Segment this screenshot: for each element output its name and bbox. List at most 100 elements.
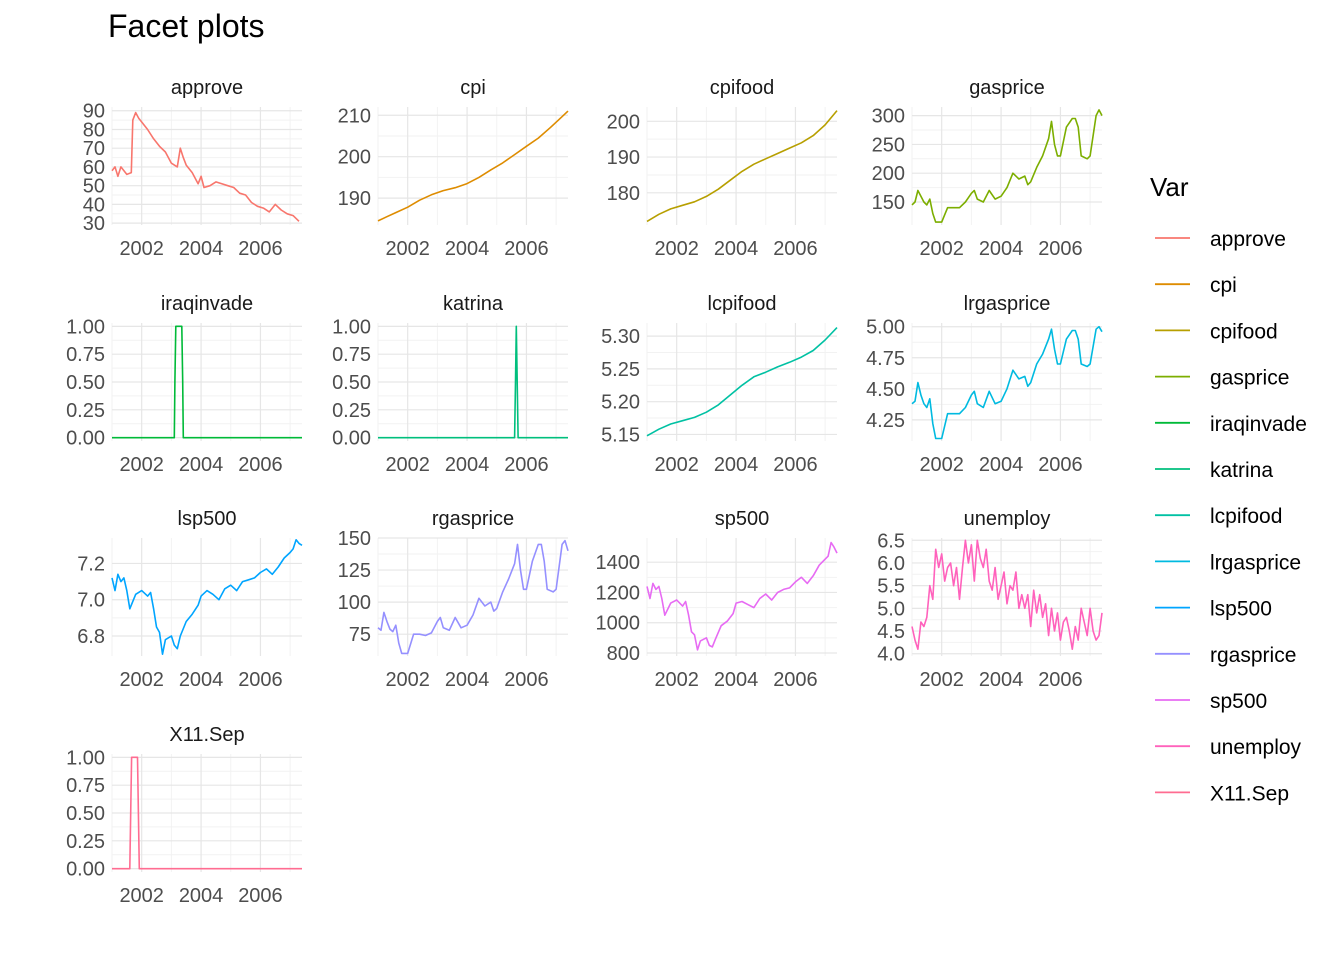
y-tick-label: 5.20 — [601, 392, 640, 414]
legend-item: unemploy — [1155, 736, 1302, 759]
facet-title: lsp500 — [178, 508, 237, 530]
series-line — [377, 110, 569, 222]
series-line — [378, 325, 568, 439]
y-tick-label: 0.75 — [66, 775, 105, 797]
facet-lrgasprice: 2002 2004 2006 4.25 4.50 4.75 5.00 lrgasprice — [866, 293, 1103, 476]
legend-item: sp500 — [1155, 690, 1267, 713]
y-tick-label: 30 — [83, 213, 105, 235]
legend-item: approve — [1155, 228, 1286, 251]
y-tick-label: 50 — [83, 176, 105, 198]
y-tick-label: 0.50 — [66, 372, 105, 394]
y-tick-label: 80 — [83, 119, 105, 141]
facet-gasprice: 2002 2004 2006 150 200 250 300 gasprice — [872, 77, 1103, 260]
legend-item: gasprice — [1155, 367, 1289, 390]
series-line — [911, 109, 1103, 223]
y-tick-label: 90 — [83, 101, 105, 123]
x-tick-label: 2002 — [385, 238, 430, 260]
series-line — [111, 111, 300, 222]
x-tick-label: 2004 — [979, 454, 1024, 476]
legend-item: cpi — [1155, 274, 1237, 297]
facet-title: gasprice — [969, 77, 1045, 99]
legend: Var approve cpi cpifood gasprice iraqinvade ka… — [1150, 172, 1307, 805]
y-tick-label: 1400 — [596, 552, 641, 574]
y-tick-label: 1.00 — [332, 316, 371, 338]
legend-label: sp500 — [1210, 690, 1267, 713]
y-tick-label: 180 — [607, 183, 640, 205]
y-tick-label: 7.2 — [77, 553, 105, 575]
y-tick-label: 4.75 — [866, 348, 905, 370]
legend-label: cpi — [1210, 274, 1237, 297]
legend-label: X11.Sep — [1210, 782, 1289, 805]
series-line — [112, 325, 302, 439]
y-tick-label: 0.50 — [66, 803, 105, 825]
y-tick-label: 0.25 — [332, 400, 371, 422]
legend-label: cpifood — [1210, 320, 1278, 343]
x-tick-label: 2002 — [654, 454, 699, 476]
facet-title: cpi — [460, 77, 486, 99]
y-tick-label: 200 — [607, 111, 640, 133]
y-tick-label: 70 — [83, 138, 105, 160]
legend-label: unemploy — [1210, 736, 1302, 759]
facet-title: katrina — [443, 293, 504, 315]
y-tick-label: 6.5 — [877, 530, 905, 552]
y-tick-label: 5.30 — [601, 326, 640, 348]
y-tick-label: 5.5 — [877, 576, 905, 598]
series-line — [646, 327, 838, 437]
x-tick-label: 2006 — [504, 238, 549, 260]
y-tick-label: 150 — [872, 192, 905, 214]
y-tick-label: 250 — [872, 134, 905, 156]
x-tick-label: 2006 — [1038, 454, 1083, 476]
legend-item: lcpifood — [1155, 505, 1282, 528]
facet-rgasprice: 2002 2004 2006 75 100 125 150 rgasprice — [338, 508, 569, 691]
legend-label: rgasprice — [1210, 644, 1296, 667]
y-tick-label: 1.00 — [66, 747, 105, 769]
y-tick-label: 5.15 — [601, 424, 640, 446]
x-tick-label: 2004 — [179, 669, 224, 691]
legend-item: X11.Sep — [1155, 782, 1289, 805]
facet-title: lrgasprice — [964, 293, 1051, 315]
y-tick-label: 6.8 — [77, 626, 105, 648]
facet-title: iraqinvade — [161, 293, 253, 315]
x-tick-label: 2002 — [119, 669, 164, 691]
facet-cpifood: 2002 2004 2006 180 190 200 cpifood — [607, 77, 838, 260]
y-tick-label: 0.25 — [66, 400, 105, 422]
y-tick-label: 0.75 — [66, 344, 105, 366]
series-line — [646, 541, 838, 651]
x-tick-label: 2002 — [385, 669, 430, 691]
y-tick-label: 5.00 — [866, 317, 905, 339]
facet-x11-sep: 2002 2004 2006 0.00 0.25 0.50 0.75 1.00 X11.Sep — [66, 724, 302, 907]
legend-item: iraqinvade — [1155, 413, 1307, 436]
y-tick-label: 125 — [338, 560, 371, 582]
x-tick-label: 2002 — [919, 238, 964, 260]
x-tick-label: 2002 — [919, 454, 964, 476]
legend-label: iraqinvade — [1210, 413, 1307, 436]
y-tick-label: 100 — [338, 592, 371, 614]
x-tick-label: 2004 — [445, 669, 490, 691]
legend-label: katrina — [1210, 459, 1273, 482]
facet-lsp500: 2002 2004 2006 6.8 7.0 7.2 lsp500 — [77, 508, 303, 691]
x-tick-label: 2002 — [119, 454, 164, 476]
legend-label: lsp500 — [1210, 598, 1272, 621]
y-tick-label: 40 — [83, 194, 105, 216]
facet-cpi: 2002 2004 2006 190 200 210 cpi — [338, 77, 569, 260]
y-tick-label: 5.0 — [877, 598, 905, 620]
facet-lcpifood: 2002 2004 2006 5.15 5.20 5.25 5.30 lcpifood — [601, 293, 838, 476]
y-tick-label: 190 — [607, 147, 640, 169]
x-tick-label: 2002 — [919, 669, 964, 691]
series-line — [112, 756, 302, 870]
series-line — [111, 539, 303, 655]
y-tick-label: 0.50 — [332, 372, 371, 394]
x-tick-label: 2004 — [714, 238, 759, 260]
legend-label: lrgasprice — [1210, 551, 1301, 574]
legend-item: katrina — [1155, 459, 1273, 482]
facet-title: approve — [171, 77, 243, 99]
y-tick-label: 1000 — [596, 613, 641, 635]
y-tick-label: 75 — [349, 624, 371, 646]
x-tick-label: 2006 — [773, 238, 818, 260]
legend-label: lcpifood — [1210, 505, 1282, 528]
x-tick-label: 2006 — [504, 454, 549, 476]
x-tick-label: 2004 — [179, 885, 224, 907]
y-tick-label: 300 — [872, 106, 905, 128]
